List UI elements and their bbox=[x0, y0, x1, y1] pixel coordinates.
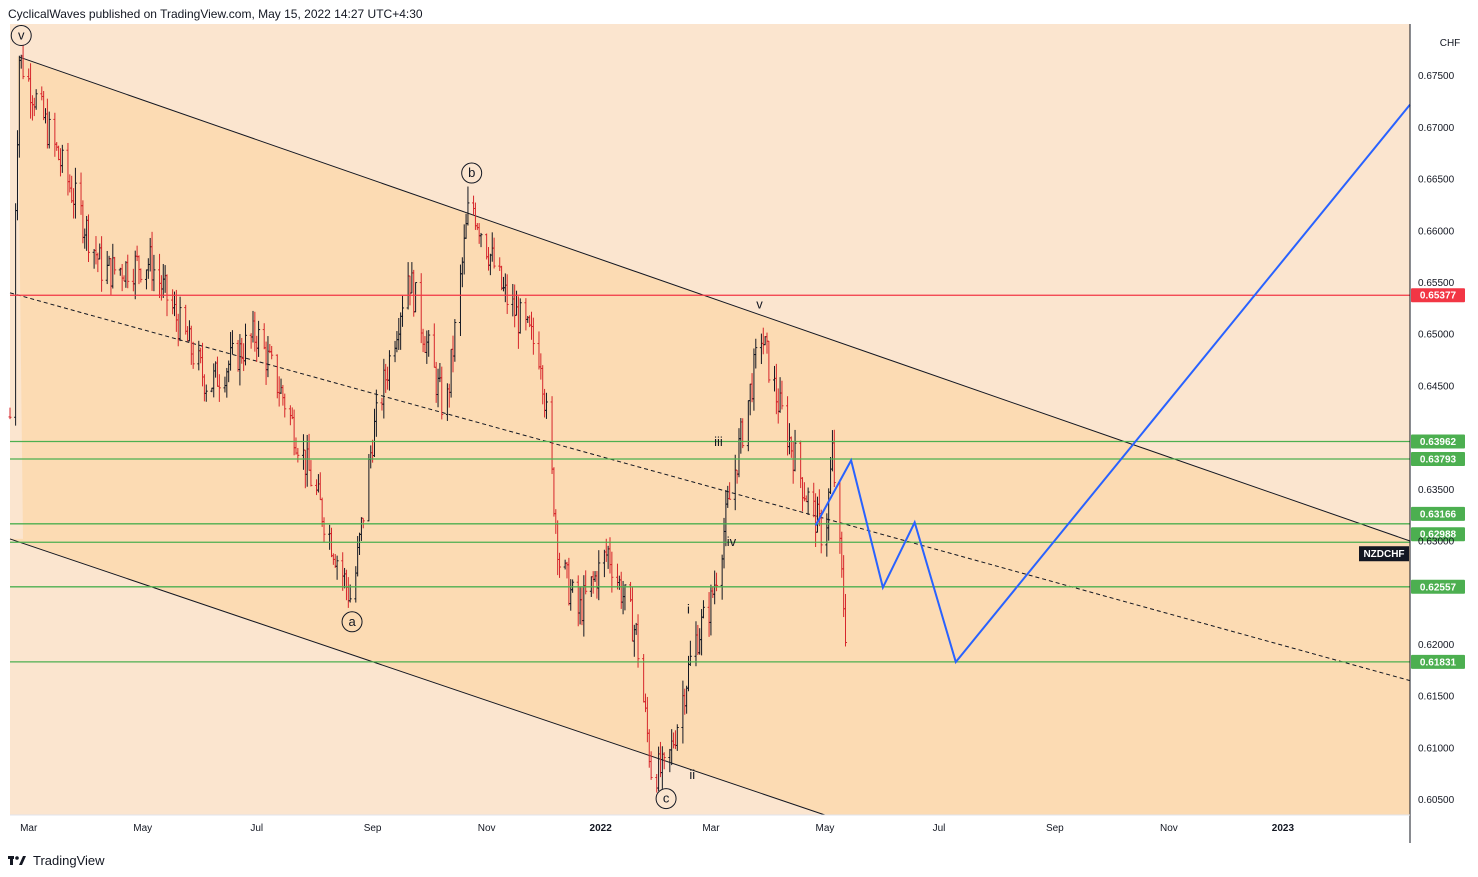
time-tick-Sep-9: Sep bbox=[1046, 823, 1064, 834]
tradingview-brand: TradingView bbox=[33, 852, 105, 868]
level-tag-0.65377 bbox=[1411, 288, 1465, 303]
level-tag-0.63793 bbox=[1411, 451, 1465, 466]
wave-label-v-0: v bbox=[18, 28, 25, 43]
price-tick-0.67500: 0.67500 bbox=[1418, 71, 1455, 82]
price-tick-0.65500: 0.65500 bbox=[1418, 278, 1455, 289]
wave-label-iv-7: iv bbox=[727, 534, 737, 549]
price-tick-0.62000: 0.62000 bbox=[1418, 640, 1455, 651]
price-tick-0.60500: 0.60500 bbox=[1418, 795, 1455, 806]
currency-label: CHF bbox=[1440, 38, 1461, 49]
symbol-tag bbox=[1359, 546, 1409, 562]
time-tick-May-7: May bbox=[816, 823, 835, 834]
level-tag-0.62988 bbox=[1411, 527, 1465, 542]
price-tick-0.65000: 0.65000 bbox=[1418, 330, 1455, 341]
level-tag-0.63166 bbox=[1411, 506, 1465, 521]
price-tick-0.64500: 0.64500 bbox=[1418, 381, 1455, 392]
wave-circle-b-2 bbox=[461, 162, 483, 184]
tradingview-logo-icon bbox=[8, 856, 26, 865]
wave-label-iii-6: iii bbox=[714, 434, 723, 449]
projection-path[interactable] bbox=[814, 104, 1411, 665]
wave-label-v-8: v bbox=[756, 296, 763, 311]
wave-label-c-3: c bbox=[663, 791, 670, 806]
wave-circle-v-0 bbox=[10, 25, 32, 47]
symbol-tag-text: NZDCHF bbox=[1363, 549, 1404, 560]
level-tag-text-0.61831: 0.61831 bbox=[1420, 657, 1457, 668]
candles-layer bbox=[8, 44, 848, 793]
projection-layer bbox=[814, 104, 1411, 665]
time-tick-Nov-10: Nov bbox=[1160, 823, 1178, 834]
price-tick-0.63500: 0.63500 bbox=[1418, 485, 1455, 496]
channel-upper-line[interactable] bbox=[19, 56, 1411, 542]
levels-layer: 0.65377 0.63962 0.63793 0.63166 0.62988 0.625… bbox=[10, 288, 1465, 669]
level-tag-text-0.63962: 0.63962 bbox=[1420, 437, 1457, 448]
level-tag-0.61831 bbox=[1411, 654, 1465, 669]
level-tag-text-0.63793: 0.63793 bbox=[1420, 454, 1457, 465]
time-tick-2022-5: 2022 bbox=[590, 823, 613, 834]
wave-label-i-4: i bbox=[687, 601, 690, 616]
level-tag-text-0.63166: 0.63166 bbox=[1420, 509, 1457, 520]
time-tick-Nov-4: Nov bbox=[478, 823, 496, 834]
level-tag-text-0.62557: 0.62557 bbox=[1420, 582, 1457, 593]
time-tick-Sep-3: Sep bbox=[364, 823, 382, 834]
time-tick-Jul-8: Jul bbox=[933, 823, 946, 834]
wave-circle-c-3 bbox=[655, 788, 677, 810]
axes-layer: 0.67500 0.67000 0.66500 0.66000 0.65500 0.650… bbox=[10, 24, 1460, 843]
level-tag-text-0.62988: 0.62988 bbox=[1420, 530, 1457, 541]
time-tick-May-1: May bbox=[133, 823, 152, 834]
time-tick-Mar-6: Mar bbox=[702, 823, 720, 834]
footer-brand[interactable]: TradingView bbox=[8, 850, 105, 870]
level-tag-0.62557 bbox=[1411, 579, 1465, 594]
price-tick-0.67000: 0.67000 bbox=[1418, 123, 1455, 134]
level-tag-text-0.65377: 0.65377 bbox=[1420, 291, 1457, 302]
time-axis-area bbox=[10, 815, 1410, 843]
publisher-header: CyclicalWaves published on TradingView.c… bbox=[8, 7, 423, 21]
price-tick-0.66000: 0.66000 bbox=[1418, 226, 1455, 237]
level-tag-0.63962 bbox=[1411, 434, 1465, 449]
price-tick-0.61500: 0.61500 bbox=[1418, 692, 1455, 703]
time-tick-Jul-2: Jul bbox=[250, 823, 263, 834]
time-tick-2023-11: 2023 bbox=[1272, 823, 1295, 834]
wave-label-a-1: a bbox=[348, 614, 356, 629]
wave-label-ii-5: ii bbox=[689, 767, 695, 782]
channel-lower-line[interactable] bbox=[9, 538, 826, 816]
wave-label-b-2: b bbox=[468, 165, 475, 180]
wave-circle-a-1 bbox=[341, 611, 363, 633]
price-tick-0.66500: 0.66500 bbox=[1418, 175, 1455, 186]
channel-layer bbox=[9, 56, 1411, 816]
price-tick-0.61000: 0.61000 bbox=[1418, 743, 1455, 754]
channel-fill bbox=[10, 56, 1410, 815]
price-tick-0.63000: 0.63000 bbox=[1418, 536, 1455, 547]
time-tick-Mar-0: Mar bbox=[20, 823, 38, 834]
